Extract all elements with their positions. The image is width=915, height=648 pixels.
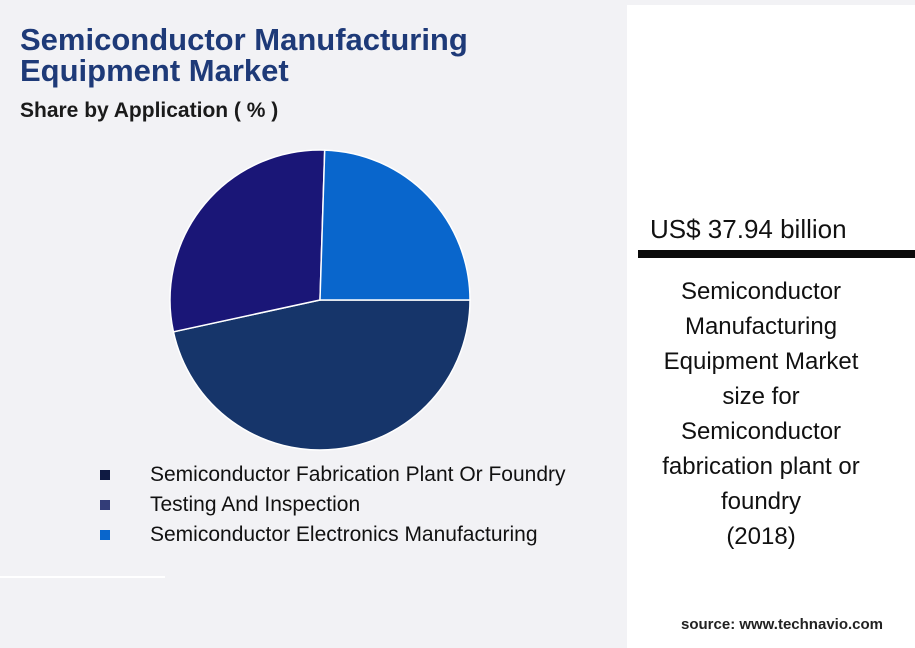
description-line: foundry [720,488,802,515]
market-description: Semiconductor Manufacturing Equipment Ma… [636,274,886,554]
pie-slice [172,299,471,451]
legend-swatch [100,500,110,510]
pie-slice [319,149,471,301]
legend-item: Semiconductor Electronics Manufacturing [100,520,566,550]
description-line: fabrication plant or [662,453,860,480]
source-note: source: www.technavio.com [681,616,883,633]
divider-line [0,576,165,578]
pie-slice [169,149,326,333]
legend-swatch [100,530,110,540]
legend-item: Semiconductor Fabrication Plant Or Found… [100,460,566,490]
description-line: Equipment Market [663,348,859,375]
chart-subtitle: Share by Application ( % ) [20,99,279,122]
chart-title: Semiconductor Manufacturing Equipment Ma… [20,22,468,88]
description-line: Semiconductor [680,278,842,305]
description-line: size for [722,383,800,410]
description-line: Semiconductor [680,418,842,445]
legend-swatch [100,470,110,480]
panel-divider [638,250,915,258]
info-panel [627,5,915,648]
legend-label: Semiconductor Electronics Manufacturing [150,523,538,546]
description-line: Manufacturing [684,313,838,340]
legend: Semiconductor Fabrication Plant Or Found… [100,460,566,550]
legend-item: Testing And Inspection [100,490,566,520]
legend-label: Semiconductor Fabrication Plant Or Found… [150,463,566,486]
description-line: (2018) [726,523,796,550]
market-value: US$ 37.94 billion [650,214,847,244]
pie-chart [169,149,471,451]
legend-label: Testing And Inspection [150,493,361,516]
